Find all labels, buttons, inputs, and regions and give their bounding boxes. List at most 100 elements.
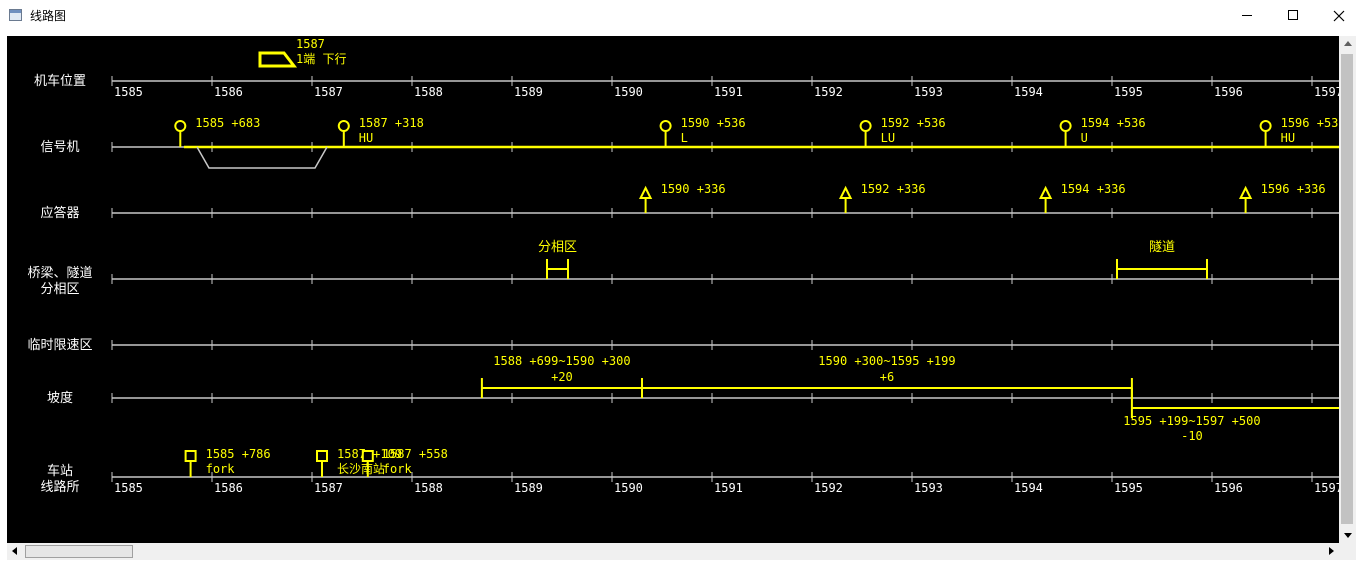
- km-tick-label: 1594: [1014, 481, 1043, 495]
- km-tick-label: 1588: [414, 481, 443, 495]
- km-tick-label: 1586: [214, 85, 243, 99]
- close-icon: [1333, 10, 1345, 22]
- signal-icon: [1259, 120, 1272, 132]
- km-tick-label: 1591: [714, 481, 743, 495]
- signal-icon: [659, 120, 672, 132]
- station-icon: [316, 450, 328, 462]
- signal-aspect: L: [681, 131, 688, 145]
- km-tick-label: 1585: [114, 481, 143, 495]
- row-label-bridge: 桥梁、隧道: [27, 265, 92, 281]
- gradient-range: 1595 +199~1597 +500: [1123, 414, 1260, 428]
- gradient-value: +20: [551, 370, 573, 384]
- km-tick-label: 1597: [1314, 481, 1339, 495]
- gradient-range: 1588 +699~1590 +300: [493, 354, 630, 368]
- scroll-up-button[interactable]: [1339, 36, 1356, 52]
- row-label-speed: 临时限速区: [27, 338, 92, 353]
- scroll-right-button[interactable]: [1323, 543, 1339, 560]
- km-tick-label: 1590: [614, 481, 643, 495]
- station-km: 1587 +109: [337, 447, 402, 461]
- balise-km: 1590 +336: [661, 182, 726, 196]
- balise-km: 1596 +336: [1261, 182, 1326, 196]
- signal-km: 1585 +683: [195, 116, 260, 130]
- signal-aspect: HU: [359, 131, 373, 145]
- row-label-grade: 坡度: [47, 390, 73, 406]
- minimize-button[interactable]: [1224, 0, 1270, 32]
- minimize-icon: [1242, 15, 1252, 16]
- km-tick-label: 1592: [814, 481, 843, 495]
- km-tick-label: 1597: [1314, 85, 1339, 99]
- signal-icon: [1059, 120, 1072, 132]
- line-diagram-canvas[interactable]: 机车位置 信号机 应答器 桥梁、隧道 分相区 临时限速区 坡度 车站 线路所 1585 1586 15…: [7, 36, 1339, 543]
- signal-aspect: HU: [1281, 131, 1295, 145]
- km-tick-label: 1595: [1114, 481, 1143, 495]
- structure-label: 隧道: [1149, 239, 1175, 255]
- signal-icon: [859, 120, 872, 132]
- scrollbar-corner: [1339, 543, 1356, 560]
- km-tick-label: 1591: [714, 85, 743, 99]
- km-tick-label: 1586: [214, 481, 243, 495]
- close-button[interactable]: [1316, 0, 1362, 32]
- km-tick-label: 1589: [514, 481, 543, 495]
- balise-km: 1592 +336: [861, 182, 926, 196]
- signal-aspect: LU: [881, 131, 895, 145]
- signal-km: 1587 +318: [359, 116, 424, 130]
- signal-icon: [174, 120, 187, 132]
- station-icon: [361, 450, 374, 462]
- maximize-button[interactable]: [1270, 0, 1316, 32]
- km-tick-label: 1593: [914, 481, 943, 495]
- signal-km: 1592 +536: [881, 116, 946, 130]
- km-tick-label: 1595: [1114, 85, 1143, 99]
- signal-km: 1594 +536: [1081, 116, 1146, 130]
- balise-icon: [1038, 185, 1053, 199]
- horizontal-scroll-thumb[interactable]: [25, 545, 133, 558]
- km-tick-label: 1588: [414, 85, 443, 99]
- structure-label: 分相区: [538, 240, 577, 255]
- km-tick-label: 1587: [314, 85, 343, 99]
- arrow-left-icon: [12, 547, 17, 555]
- balise-icon: [838, 185, 853, 199]
- station-name: fork: [383, 462, 413, 476]
- horizontal-scrollbar[interactable]: [7, 543, 1339, 560]
- balise-icon: [1238, 185, 1253, 199]
- km-tick-label: 1587: [314, 481, 343, 495]
- km-tick-label: 1592: [814, 85, 843, 99]
- row-label-loco: 机车位置: [34, 73, 86, 89]
- station-name: fork: [206, 462, 236, 476]
- app-window-icon: [9, 9, 22, 21]
- row-label2-bridge: 分相区: [40, 282, 79, 297]
- km-tick-label: 1590: [614, 85, 643, 99]
- vertical-scroll-thumb[interactable]: [1341, 54, 1353, 524]
- km-tick-label: 1593: [914, 85, 943, 99]
- locomotive-direction: 1端 下行: [296, 52, 346, 66]
- km-tick-label: 1594: [1014, 85, 1043, 99]
- signal-icon: [337, 120, 350, 132]
- station-icon: [184, 450, 197, 462]
- window-title: 线路图: [30, 9, 67, 23]
- gradient-value: +6: [880, 370, 894, 384]
- gradient-range: 1590 +300~1595 +199: [818, 354, 955, 368]
- km-tick-label: 1585: [114, 85, 143, 99]
- signal-aspect: U: [1081, 131, 1088, 145]
- locomotive-icon: [258, 51, 298, 68]
- scroll-left-button[interactable]: [7, 543, 23, 560]
- row-label-balise: 应答器: [40, 205, 79, 221]
- locomotive-km: 1587: [296, 37, 325, 51]
- signal-bypass-line: [196, 146, 328, 169]
- balise-km: 1594 +336: [1061, 182, 1126, 196]
- row-label2-station: 线路所: [40, 479, 79, 495]
- arrow-up-icon: [1344, 41, 1352, 46]
- arrow-right-icon: [1329, 547, 1334, 555]
- station-name: 长沙南站: [337, 461, 385, 476]
- maximize-icon: [1288, 10, 1298, 20]
- title-bar: 线路图: [0, 0, 1362, 32]
- signal-km: 1590 +536: [681, 116, 746, 130]
- vertical-scrollbar[interactable]: [1339, 36, 1356, 543]
- row-label-station: 车站: [47, 463, 73, 479]
- gradient-value: -10: [1181, 429, 1203, 443]
- balise-icon: [638, 185, 653, 199]
- scroll-down-button[interactable]: [1339, 527, 1356, 543]
- arrow-down-icon: [1344, 533, 1352, 538]
- signal-km: 1596 +536: [1281, 116, 1339, 130]
- row-label-signal: 信号机: [40, 140, 79, 155]
